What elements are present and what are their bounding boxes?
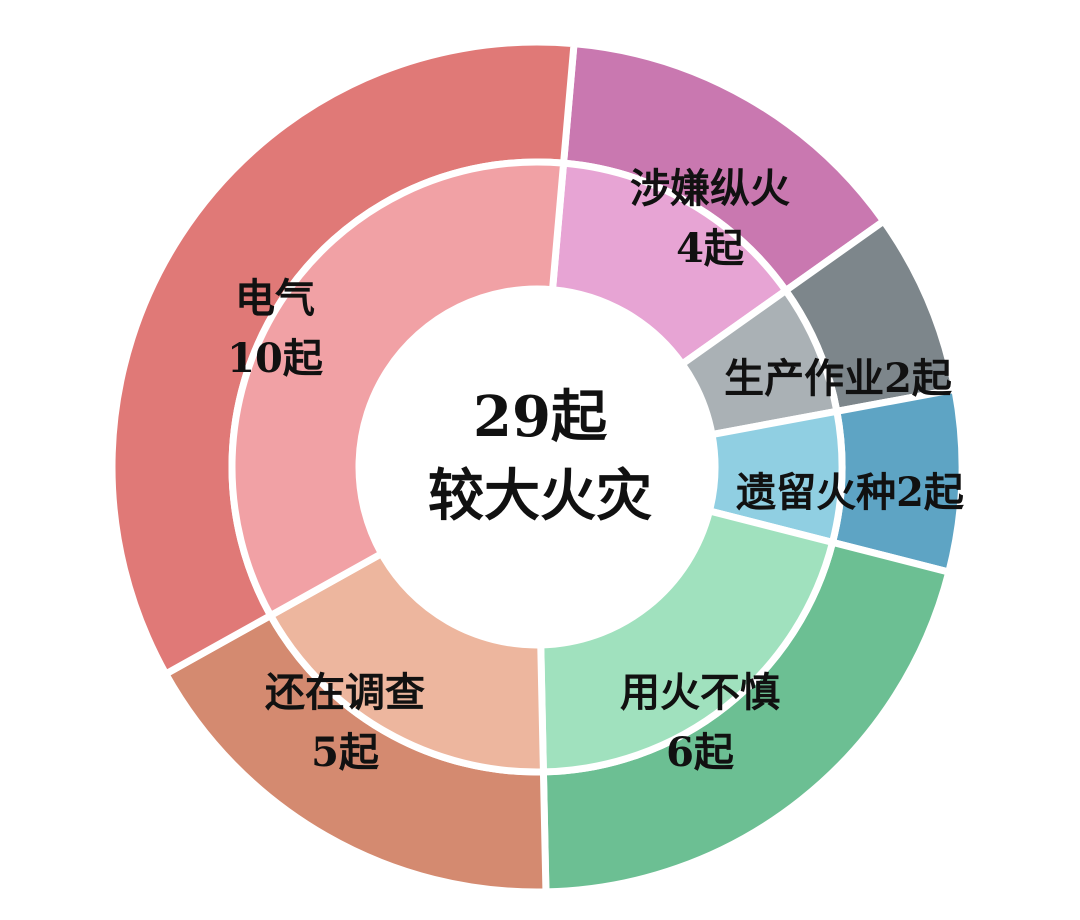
slice-label-2-0: 遗留火种2起: [736, 469, 965, 516]
slice-label-5-0: 电气: [235, 275, 315, 322]
center-caption: 较大火灾: [428, 463, 652, 529]
center-total: 29起: [473, 384, 608, 450]
slice-inner-0: [548, 159, 791, 369]
slice-label-3-0: 用火不慎: [620, 669, 780, 716]
slice-label-4-0: 还在调查: [265, 669, 425, 716]
slice-inner-4: [265, 548, 547, 776]
slice-label-0-0: 涉嫌纵火: [630, 165, 790, 212]
slice-inner-3: [537, 506, 837, 776]
slices: [108, 38, 966, 896]
slice-inner-5: [228, 158, 568, 621]
slice-label-3-1: 6起: [666, 729, 735, 776]
slice-label-1-0: 生产作业2起: [724, 355, 953, 402]
slice-label-5-1: 10起: [227, 335, 324, 382]
slice-label-4-1: 5起: [311, 729, 380, 776]
slice-label-0-1: 4起: [676, 225, 745, 272]
